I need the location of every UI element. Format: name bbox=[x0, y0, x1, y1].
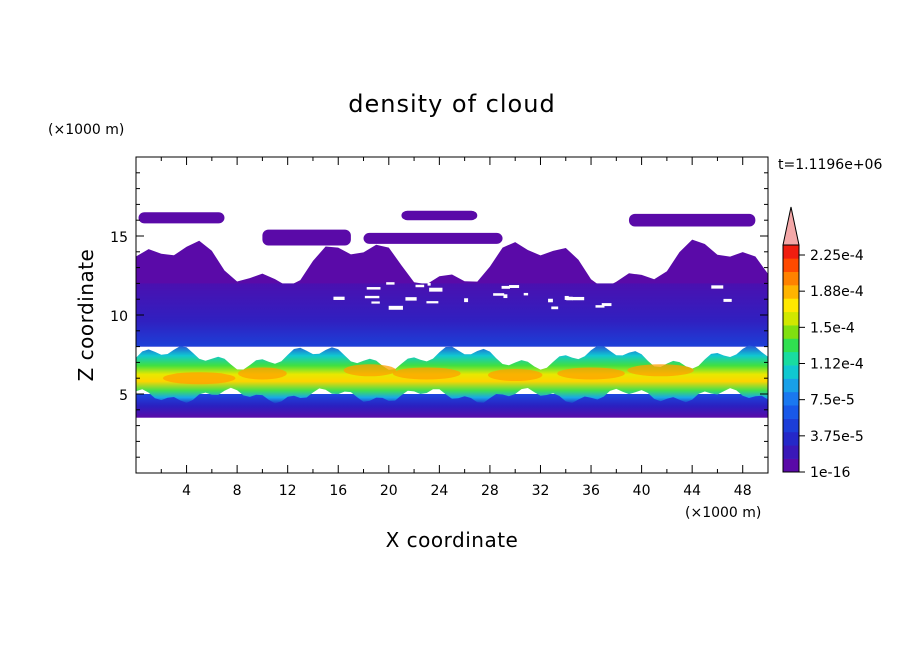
upper-cloud-patch bbox=[363, 232, 503, 244]
colorbar-label: 1e-16 bbox=[810, 465, 850, 481]
core-maximum-blob bbox=[238, 367, 287, 380]
y-axis-title: Z coordinate bbox=[74, 249, 98, 382]
colorbar-label: 1.12e-4 bbox=[810, 357, 864, 373]
upper-cloud-patch bbox=[401, 210, 478, 221]
colorbar-swatch bbox=[783, 365, 799, 379]
colorbar-label: 1.5e-4 bbox=[810, 320, 855, 336]
cloud-gap bbox=[333, 296, 345, 300]
cloud-gap bbox=[595, 305, 605, 308]
colorbar-swatch bbox=[783, 271, 799, 286]
colorbar-swatch bbox=[783, 418, 799, 433]
core-maximum-blob bbox=[557, 367, 625, 380]
cloud-gap bbox=[364, 295, 380, 299]
cloud-gap bbox=[566, 296, 573, 301]
x-tick-label: 4 bbox=[182, 483, 191, 499]
x-tick-label: 12 bbox=[279, 483, 297, 499]
colorbar-swatch bbox=[783, 378, 799, 393]
colorbar-frame bbox=[782, 244, 800, 473]
x-tick-label: 20 bbox=[380, 483, 398, 499]
colorbar-swatch bbox=[783, 405, 799, 419]
x-unit-label: (×1000 m) bbox=[685, 505, 761, 521]
cloud-gap bbox=[405, 297, 417, 301]
colorbar-swatch bbox=[783, 338, 799, 353]
cloud-gap bbox=[366, 287, 381, 290]
y-unit-label: (×1000 m) bbox=[48, 122, 124, 138]
colorbar-label: 7.5e-5 bbox=[810, 393, 855, 409]
x-tick-label: 36 bbox=[582, 483, 600, 499]
colorbar-swatch bbox=[783, 285, 799, 299]
x-tick-label: 8 bbox=[233, 483, 242, 499]
cloud-gap bbox=[548, 298, 553, 303]
chart-title: density of cloud bbox=[348, 90, 555, 118]
x-axis-title: X coordinate bbox=[386, 528, 519, 552]
middle-cloud-layer bbox=[136, 283, 768, 347]
upper-cloud-patch bbox=[138, 212, 225, 224]
cloud-gap bbox=[564, 295, 569, 300]
y-tick-label: 10 bbox=[110, 309, 128, 325]
cloud-gap bbox=[371, 301, 380, 304]
x-tick-label: 16 bbox=[329, 483, 347, 499]
cloud-gap bbox=[501, 285, 510, 289]
cloud-gap bbox=[601, 303, 612, 307]
density-field bbox=[136, 210, 768, 418]
colorbar-swatch bbox=[783, 431, 799, 446]
colorbar-label: 1.88e-4 bbox=[810, 284, 864, 300]
cloud-gap bbox=[723, 298, 732, 302]
cloud-gap bbox=[388, 305, 403, 310]
colorbar-swatch bbox=[783, 258, 799, 273]
cloud-gap bbox=[386, 282, 395, 285]
colorbar-swatch bbox=[783, 298, 799, 313]
cloud-gap bbox=[415, 284, 425, 288]
cloud-gap bbox=[572, 296, 585, 301]
colorbar-swatch bbox=[783, 445, 799, 459]
cloud-gap bbox=[509, 285, 520, 288]
colorbar-swatch bbox=[783, 458, 799, 473]
cloud-gap bbox=[426, 301, 439, 304]
cloud-gap bbox=[427, 282, 431, 286]
cloud-gap bbox=[551, 306, 559, 310]
colorbar-swatch bbox=[783, 351, 799, 366]
upper-cloud-patch bbox=[628, 213, 756, 227]
core-maximum-blob bbox=[163, 372, 236, 385]
cloud-gap bbox=[493, 293, 505, 296]
colorbar-label: 3.75e-5 bbox=[810, 429, 864, 445]
x-tick-label: 24 bbox=[430, 483, 448, 499]
cloud-gap bbox=[464, 298, 469, 303]
cloud-gap bbox=[429, 287, 443, 292]
x-tick-label: 48 bbox=[734, 483, 752, 499]
colorbar-swatch bbox=[783, 325, 799, 339]
core-maximum-blob bbox=[487, 369, 543, 382]
x-tick-label: 44 bbox=[683, 483, 701, 499]
colorbar: 1e-16 3.75e-5 7.5e-5 1.12e-4 1.5e-4 1.88e-4 2.… bbox=[782, 206, 864, 481]
x-tick-label: 32 bbox=[532, 483, 550, 499]
y-tick-label: 5 bbox=[119, 388, 128, 404]
colorbar-swatch bbox=[783, 245, 799, 259]
cloud-gap bbox=[523, 292, 529, 296]
x-tick-label: 28 bbox=[481, 483, 499, 499]
upper-cloud-patch bbox=[262, 229, 351, 246]
cloud-gap bbox=[503, 294, 508, 299]
core-maximum-blob bbox=[392, 367, 461, 380]
core-maximum-blob bbox=[343, 364, 397, 377]
colorbar-extend-triangle bbox=[782, 206, 800, 246]
core-maximum-blob bbox=[627, 364, 694, 377]
colorbar-swatch bbox=[783, 311, 799, 326]
colorbar-swatch bbox=[783, 391, 799, 406]
colorbar-label: 2.25e-4 bbox=[810, 248, 864, 264]
y-tick-label: 15 bbox=[110, 230, 128, 246]
x-tick-label: 40 bbox=[633, 483, 651, 499]
cloud-gap bbox=[711, 285, 724, 289]
base-cloud-layer bbox=[136, 394, 768, 418]
y-axis-ticks: 5 10 15 bbox=[110, 172, 768, 458]
time-label: t=1.1196e+06 bbox=[778, 157, 882, 173]
x-axis-ticks: 4 8 12 16 20 24 28 32 36 40 44 48 bbox=[160, 157, 752, 499]
